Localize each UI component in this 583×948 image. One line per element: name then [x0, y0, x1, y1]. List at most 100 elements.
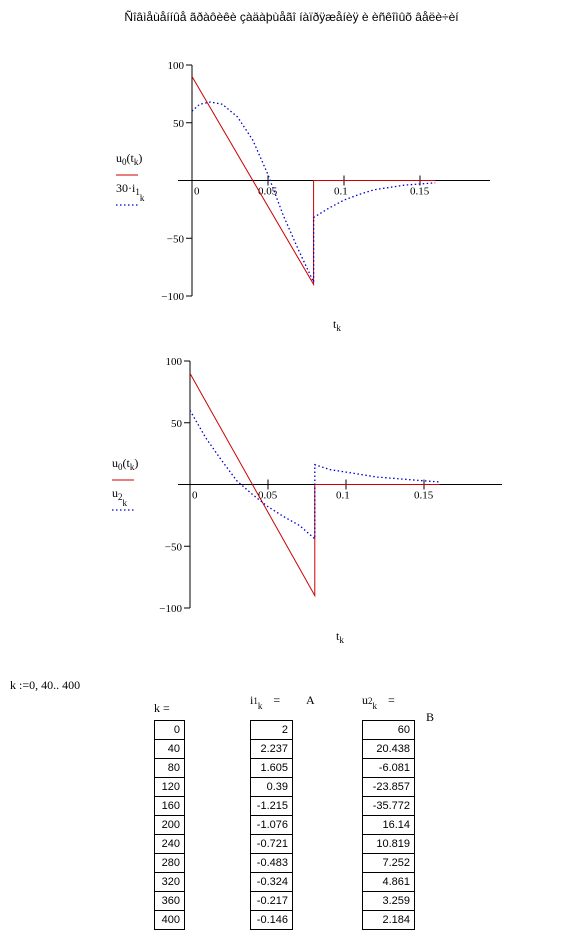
k-value-row: 280	[154, 853, 185, 873]
u2-value-row: 60	[362, 720, 415, 740]
u2-value-cell: 2.184	[362, 910, 415, 930]
i1-value-row: -0.324	[250, 872, 293, 892]
y-tick-label: 100	[168, 60, 185, 72]
k-value-cell: 400	[154, 910, 185, 930]
i1-value-cell: 1.605	[250, 758, 293, 778]
k-value-cell: 120	[154, 777, 185, 797]
x-axis-label: tk	[333, 317, 341, 333]
k-value-cell: 280	[154, 853, 185, 873]
header-u2-sub: 2	[368, 696, 373, 706]
i1-value-cell: -1.215	[250, 796, 293, 816]
header-i1: i1k =	[250, 693, 281, 711]
x-tick-label: 0	[192, 490, 198, 502]
header-k: k =	[154, 701, 170, 715]
table-u2: 60 20.438 -6.081 -23.857 -35.772 16.14 10.819 7…	[362, 720, 415, 930]
u2-value-row: -23.857	[362, 777, 415, 797]
legend-entry-1: u0(tk)	[112, 456, 138, 481]
u2-value-cell: 4.861	[362, 872, 415, 892]
i1-value-row: 1.605	[250, 758, 293, 778]
y-tick-label: 50	[171, 418, 183, 430]
header-i1-eq: =	[273, 693, 281, 707]
unit-u2: B	[426, 710, 435, 724]
header-u2: u2k =	[362, 693, 395, 711]
k-value-cell: 40	[154, 739, 185, 759]
i1-value-row: 0.39	[250, 777, 293, 797]
y-tick-label: −100	[159, 603, 182, 615]
u2-value-row: 2.184	[362, 910, 415, 930]
u2-value-row: 16.14	[362, 815, 415, 835]
k-value-row: 0	[154, 720, 185, 740]
k-value-row: 80	[154, 758, 185, 778]
x-tick-label: 0.05	[258, 490, 278, 502]
i1-value-cell: -0.483	[250, 853, 293, 873]
u2-value-row: 4.861	[362, 872, 415, 892]
u2-value-cell: -35.772	[362, 796, 415, 816]
k-value-cell: 0	[154, 720, 185, 740]
i1-value-cell: -0.721	[250, 834, 293, 854]
x-tick-label: 0	[194, 186, 200, 198]
header-i1-base: i	[250, 693, 254, 707]
series-line-2	[189, 410, 440, 541]
k-value-row: 360	[154, 891, 185, 911]
legend-entry-2: u2k	[112, 486, 134, 511]
k-value-row: 160	[154, 796, 185, 816]
u2-value-row: 7.252	[362, 853, 415, 873]
header-u2-base: u	[362, 693, 368, 707]
k-value-cell: 240	[154, 834, 185, 854]
x-tick-label: 0.15	[414, 490, 434, 502]
legend-label: u0(tk)	[112, 456, 138, 472]
x-tick-label: 0.1	[336, 490, 350, 502]
legend-label: u0(tk)	[116, 151, 142, 167]
legend-entry-1: u0(tk)	[116, 151, 142, 176]
header-i1-sub2: k	[257, 701, 263, 711]
k-value-row: 240	[154, 834, 185, 854]
u2-value-row: 20.438	[362, 739, 415, 759]
legend-label: u2k	[112, 486, 128, 508]
k-value-row: 40	[154, 739, 185, 759]
i1-value-cell: -0.217	[250, 891, 293, 911]
i1-value-row: -0.483	[250, 853, 293, 873]
y-tick-label: −100	[161, 291, 184, 303]
i1-value-cell: -0.324	[250, 872, 293, 892]
i1-value-cell: 2.237	[250, 739, 293, 759]
k-value-row: 200	[154, 815, 185, 835]
unit-i1: A	[306, 693, 315, 707]
i1-value-row: -1.076	[250, 815, 293, 835]
x-tick-label: 0.15	[410, 186, 430, 198]
legend-entry-2: 30·i1k	[116, 181, 145, 206]
header-u2-sub2: k	[372, 701, 378, 711]
y-tick-label: −50	[165, 541, 183, 553]
k-value-cell: 200	[154, 815, 185, 835]
u2-value-cell: 60	[362, 720, 415, 740]
i1-value-row: 2	[250, 720, 293, 740]
table-i1: 2 2.237 1.605 0.39 -1.215 -1.076 -0.721 -0.483-…	[250, 720, 293, 930]
header-u2-eq: =	[388, 693, 395, 707]
u2-value-row: -35.772	[362, 796, 415, 816]
k-value-row: 320	[154, 872, 185, 892]
k-value-row: 120	[154, 777, 185, 797]
x-axis-label: tk	[336, 629, 344, 645]
i1-value-row: -0.146	[250, 910, 293, 930]
k-value-cell: 320	[154, 872, 185, 892]
y-tick-label: −50	[167, 233, 185, 245]
i1-value-cell: 0.39	[250, 777, 293, 797]
legend-label: 30·i1k	[116, 181, 145, 203]
header-i1-sub: 1	[253, 696, 258, 706]
k-value-cell: 160	[154, 796, 185, 816]
x-tick-label: 0.1	[334, 186, 348, 198]
k-value-cell: 80	[154, 758, 185, 778]
series-line-1	[189, 373, 440, 598]
y-tick-label: 50	[173, 118, 185, 130]
u2-value-row: 3.259	[362, 891, 415, 911]
i1-value-row: -0.721	[250, 834, 293, 854]
u2-value-cell: 7.252	[362, 853, 415, 873]
table-k: 0 40 80 120 160 200 240 280 320 360 400	[154, 720, 185, 930]
u2-value-row: 10.819	[362, 834, 415, 854]
i1-value-cell: 2	[250, 720, 293, 740]
u2-value-cell: -6.081	[362, 758, 415, 778]
i1-value-cell: -1.076	[250, 815, 293, 835]
u2-value-cell: -23.857	[362, 777, 415, 797]
i1-value-row: 2.237	[250, 739, 293, 759]
